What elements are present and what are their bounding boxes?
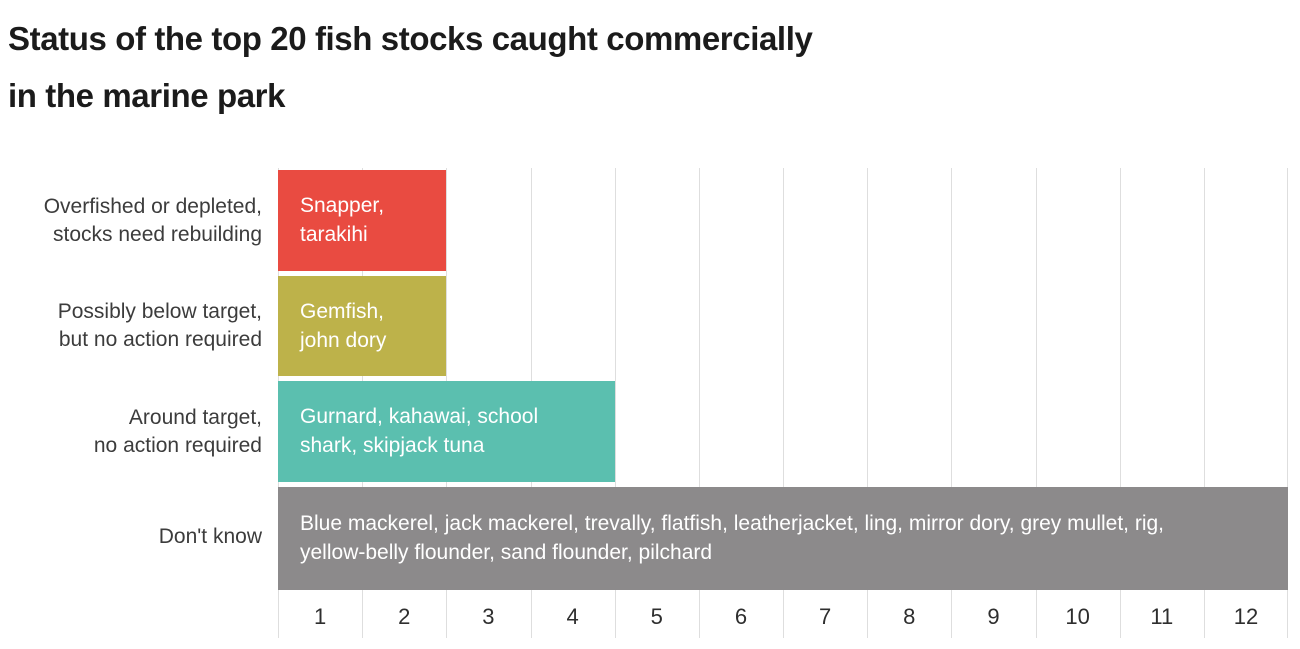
- x-tick-label: 1: [313, 604, 327, 629]
- category-label: Possibly below target, but no action requ…: [0, 274, 262, 380]
- gridline: [614, 168, 616, 638]
- gridline: [1119, 168, 1121, 638]
- gridline: [698, 168, 700, 638]
- x-tick-label: 12: [1233, 604, 1259, 629]
- chart-title-line-1: Status of the top 20 fish stocks caught …: [8, 20, 813, 57]
- category-label-line: no action required: [93, 433, 262, 457]
- x-tick-label: 5: [650, 604, 663, 629]
- x-tick-label: 10: [1065, 604, 1090, 629]
- category-label-line: Don't know: [158, 525, 262, 549]
- x-tick-label: 11: [1150, 604, 1174, 629]
- gridline: [867, 168, 869, 638]
- bar-label-line: Gurnard, kahawai, school: [300, 405, 539, 429]
- category-label: Around target, no action required: [0, 379, 262, 485]
- gridline: [1035, 168, 1037, 638]
- bar-label-line: tarakihi: [300, 223, 368, 247]
- category-label-line: Around target,: [128, 405, 262, 429]
- x-tick-label: 4: [566, 604, 579, 629]
- bar-row: Snapper, tarakihi: [278, 168, 1288, 274]
- bar-label-line: john dory: [300, 328, 387, 352]
- gridline: [783, 168, 784, 638]
- bars: Snapper, tarakihi Gemfish, john dory Gurnard…: [278, 168, 1288, 590]
- category-label: Overfished or depleted, stocks need rebui…: [0, 168, 262, 274]
- bar: Snapper, tarakihi: [278, 170, 447, 271]
- category-label-line: Possibly below target,: [57, 300, 262, 324]
- category-labels: Overfished or depleted, stocks need rebui…: [0, 168, 262, 590]
- bar-label-line: Snapper,: [300, 194, 385, 218]
- x-tick-label: 9: [987, 604, 1000, 629]
- gridline: [951, 168, 953, 638]
- bar: Blue mackerel, jack mackerel, trevally, …: [278, 486, 1288, 590]
- category-label-line: but no action required: [58, 328, 262, 352]
- category-label-line: stocks need rebuilding: [53, 222, 262, 246]
- bar-label-line: shark, skipjack tuna: [300, 434, 485, 458]
- x-tick-label: 2: [398, 604, 411, 629]
- x-axis-ticks: 1 2 3 4 5 6 7 8 9 10 11 12: [278, 590, 1288, 638]
- bar-row: Gemfish, john dory: [278, 274, 1288, 380]
- chart-title-line-2: in the marine park: [8, 77, 286, 114]
- gridline: [1287, 168, 1288, 638]
- category-label-line: Overfished or depleted,: [43, 194, 262, 218]
- bar: Gemfish, john dory: [278, 275, 447, 376]
- gridline: [1203, 168, 1205, 638]
- bar-row: Blue mackerel, jack mackerel, trevally, …: [278, 485, 1288, 590]
- x-tick-label: 7: [818, 604, 832, 629]
- bar: Gurnard, kahawai, school shark, skipjack …: [278, 381, 615, 482]
- x-tick-label: 3: [482, 604, 495, 629]
- bar-label-line: Gemfish,: [300, 299, 385, 323]
- bar-row: Gurnard, kahawai, school shark, skipjack …: [278, 379, 1288, 485]
- bar-label-line: yellow-belly flounder, sand flounder, pi…: [300, 541, 713, 565]
- x-tick-label: 6: [734, 604, 748, 629]
- bar-label-line: Blue mackerel, jack mackerel, trevally, …: [300, 512, 1165, 536]
- category-label: Don't know: [0, 485, 262, 591]
- x-tick-label: 8: [903, 604, 916, 629]
- plot-area: Snapper, tarakihi Gemfish, john dory Gurnard…: [278, 168, 1288, 638]
- chart-title: Status of the top 20 fish stocks caught …: [8, 10, 813, 124]
